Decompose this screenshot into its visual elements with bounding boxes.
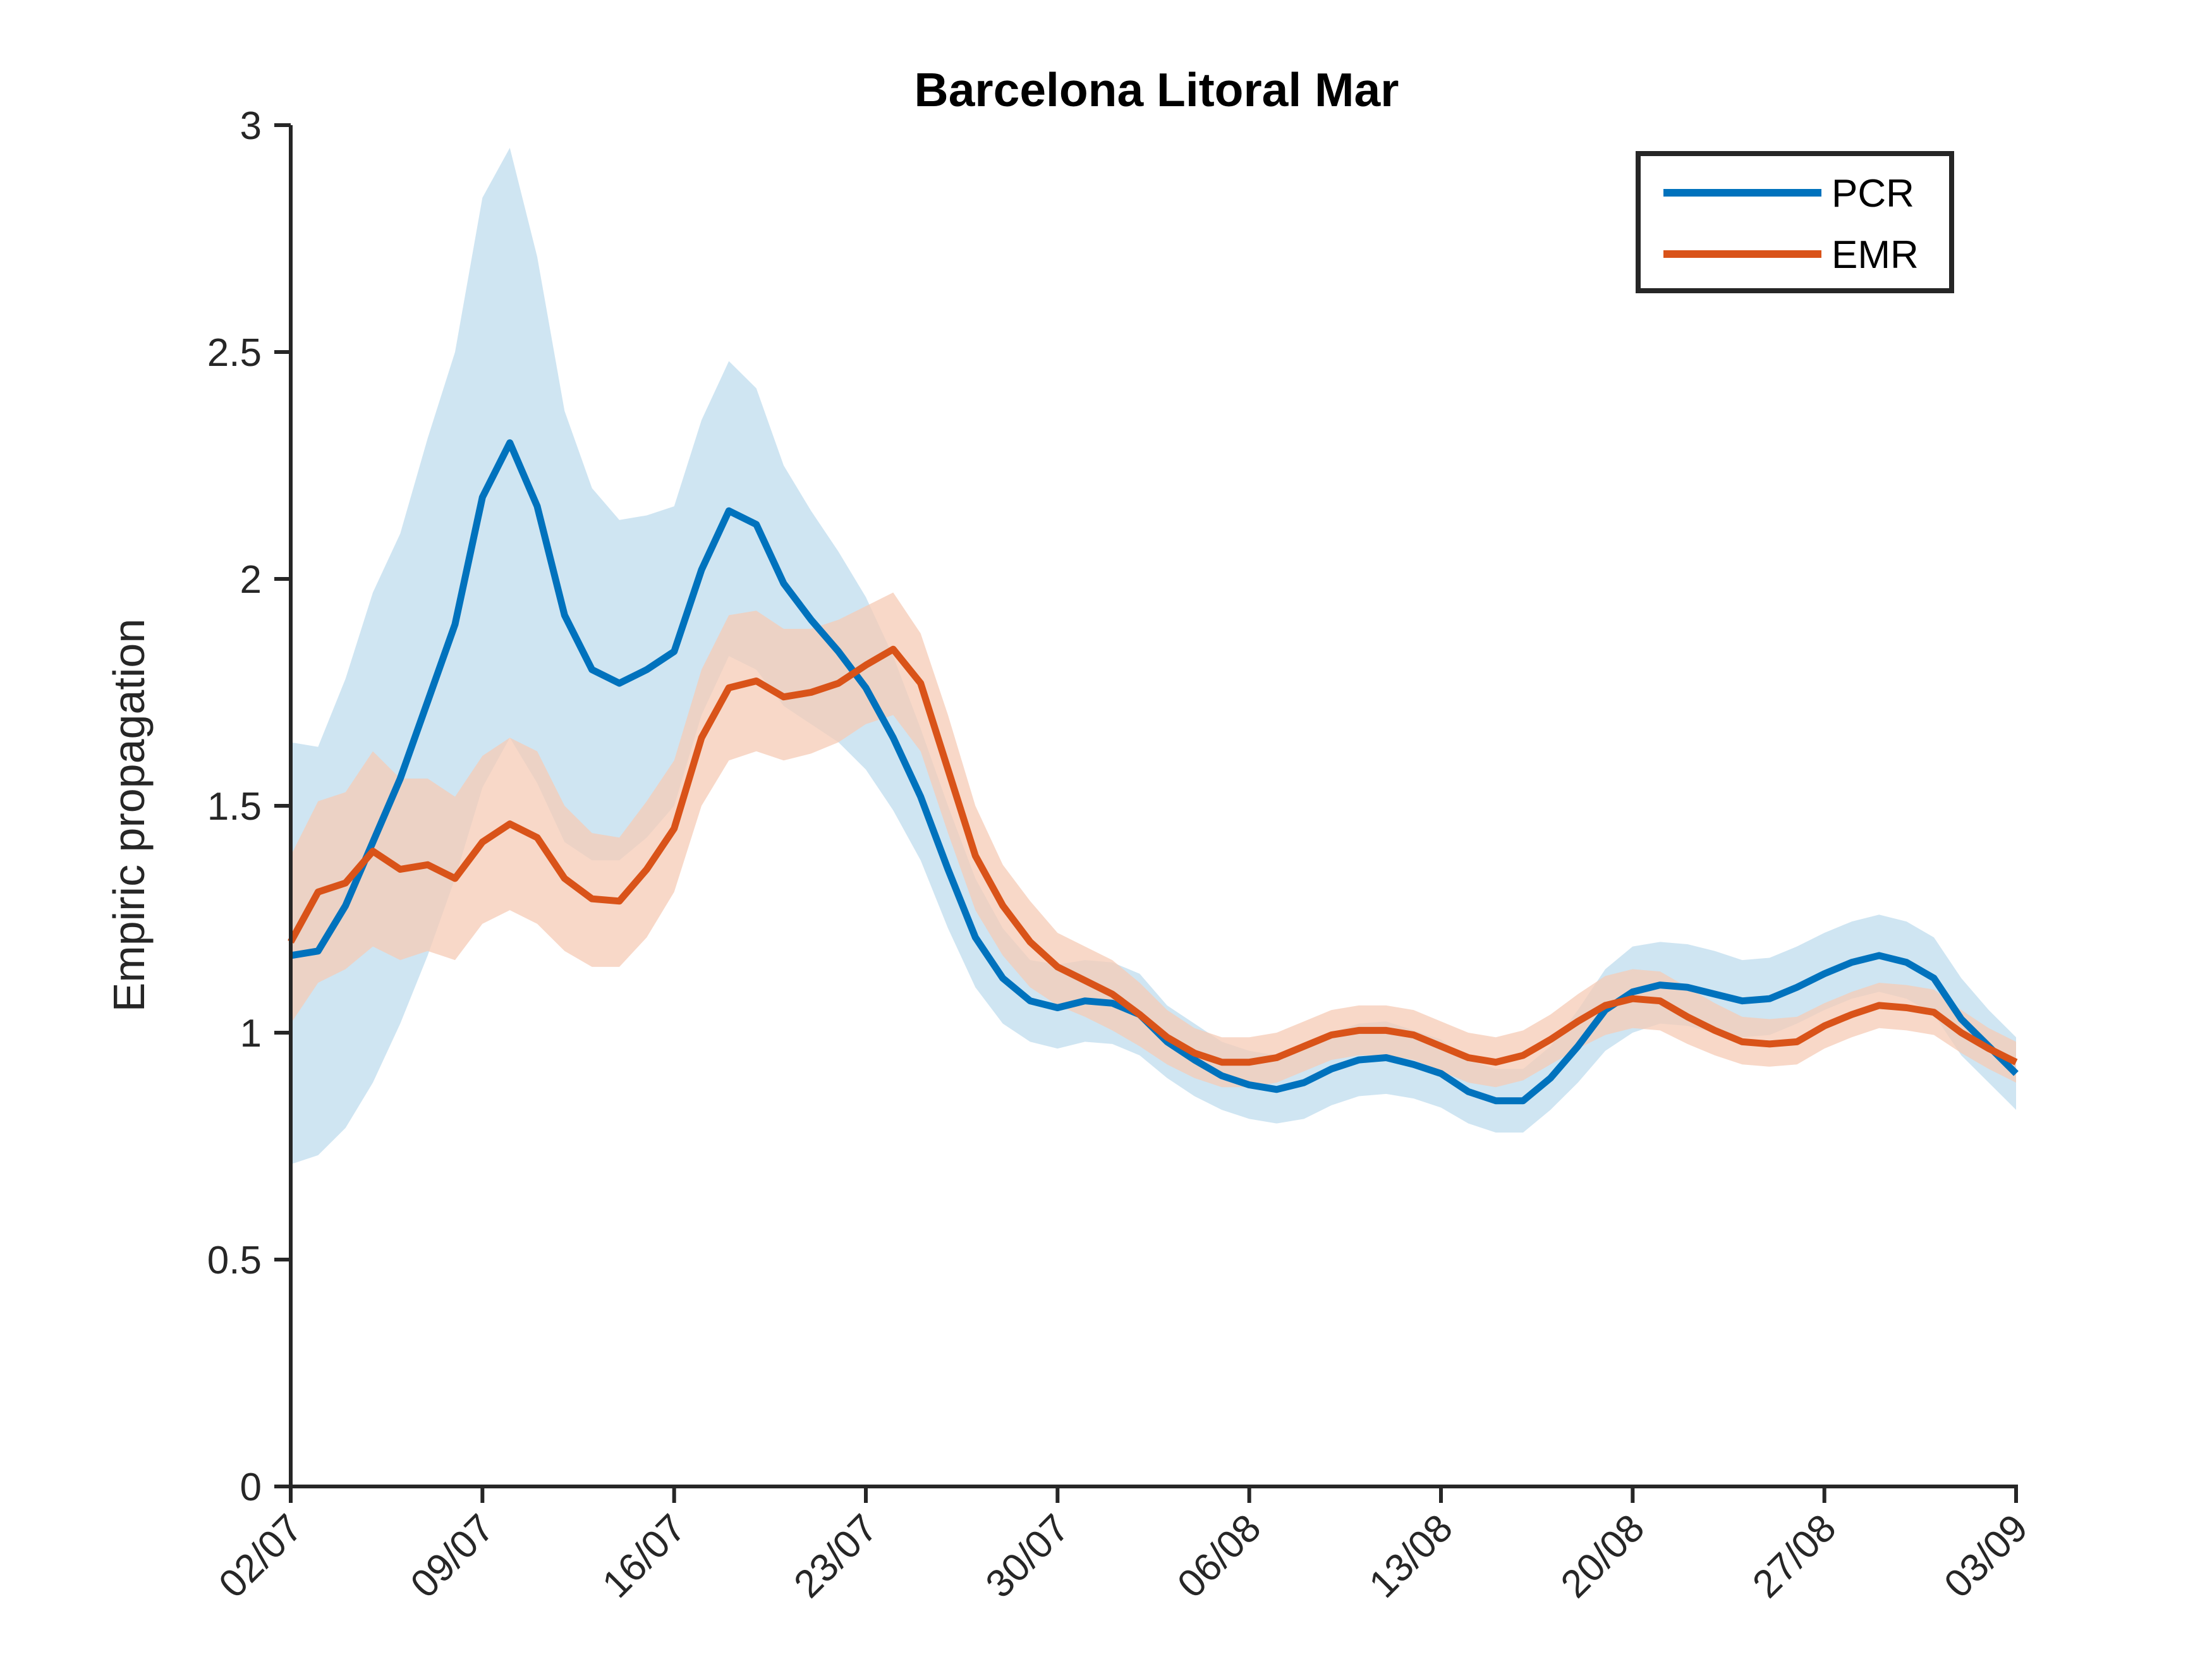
y-tick-label: 3 <box>240 104 262 148</box>
x-tick-label: 02/07 <box>210 1506 311 1607</box>
legend-box <box>1636 151 1954 293</box>
emr-confidence-band <box>291 592 2016 1088</box>
x-tick-label: 16/07 <box>594 1506 695 1607</box>
y-tick-label: 1 <box>240 1012 262 1055</box>
y-tick-label: 1.5 <box>207 785 262 829</box>
y-tick-label: 0.5 <box>207 1239 262 1282</box>
emr-series-line <box>288 645 2018 1066</box>
legend-label-emr: EMR <box>1832 233 1919 277</box>
x-tick-label: 06/08 <box>1169 1506 1270 1607</box>
x-tick-label: 23/07 <box>786 1506 886 1607</box>
chart-title: Barcelona Litoral Mar <box>915 63 1399 116</box>
x-tick-label: 20/08 <box>1553 1506 1653 1607</box>
legend-label-pcr: PCR <box>1832 172 1914 216</box>
x-tick-label: 27/08 <box>1744 1506 1845 1607</box>
y-tick-label: 0 <box>240 1466 262 1509</box>
y-tick-label: 2 <box>240 558 262 602</box>
x-tick-label: 03/09 <box>1936 1506 2036 1607</box>
y-tick-label: 2.5 <box>207 331 262 375</box>
x-tick-label: 13/08 <box>1361 1506 1461 1607</box>
pcr-confidence-band <box>291 147 2016 1165</box>
legend: PCR EMR <box>1636 151 1954 293</box>
x-tick-label: 30/07 <box>978 1506 1078 1607</box>
x-tick-label: 09/07 <box>403 1506 503 1607</box>
y-axis-label: Empiric propagation <box>104 619 154 1012</box>
